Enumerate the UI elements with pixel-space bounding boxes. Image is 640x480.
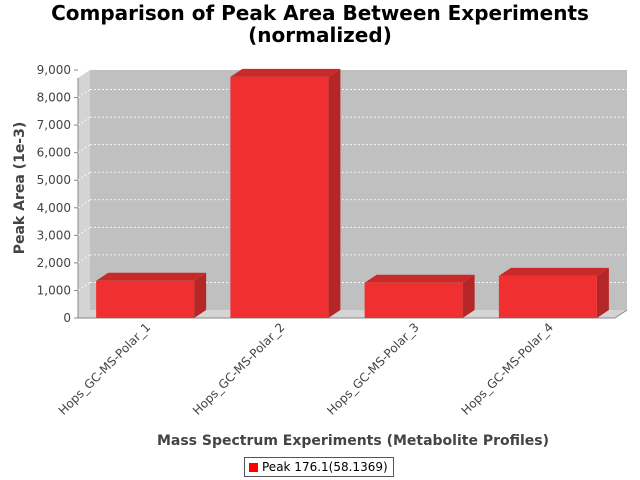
y-tick-label: 7,000	[37, 118, 71, 132]
bar-side	[194, 272, 207, 318]
chart-title: Comparison of Peak Area Between Experime…	[0, 2, 640, 46]
gridline-side	[77, 199, 91, 209]
chart-title-line-2: (normalized)	[248, 23, 392, 47]
gridline-side	[77, 144, 91, 153]
y-tick-label: 4,000	[37, 201, 71, 215]
bar-top	[498, 267, 609, 276]
x-tick-label: Hops_GC-MS-Polar_2	[190, 320, 288, 418]
gridline-side	[77, 171, 91, 181]
x-axis-ticks: Hops_GC-MS-Polar_1 Hops_GC-MS-Polar_2 Hops…	[56, 320, 556, 418]
bar	[96, 280, 195, 318]
x-tick-label: Hops_GC-MS-Polar_4	[458, 320, 556, 418]
bar-top	[230, 68, 341, 77]
gridline-side	[77, 282, 91, 291]
floor-edge	[614, 309, 628, 319]
y-tick-label: 9,000	[37, 63, 71, 77]
y-tick-label: 2,000	[37, 256, 71, 270]
gridline-side	[77, 227, 91, 236]
y-axis-label: Peak Area (1e-3)	[12, 122, 28, 255]
chart-title-line-1: Comparison of Peak Area Between Experime…	[51, 1, 589, 25]
bars	[96, 68, 609, 318]
y-tick-label: 8,000	[37, 91, 71, 105]
gridline-side	[77, 116, 91, 126]
x-tick-label: Hops_GC-MS-Polar_3	[324, 320, 422, 418]
y-tick-label: 5,000	[37, 173, 71, 187]
gridline-side	[77, 254, 91, 264]
y-tick-label: 1,000	[37, 283, 71, 297]
x-axis-label: Mass Spectrum Experiments (Metabolite Pr…	[157, 433, 549, 449]
x-tick-label: Hops_GC-MS-Polar_1	[56, 320, 154, 418]
legend: Peak 176.1(58.1369)	[244, 457, 394, 477]
bar-top	[364, 274, 475, 283]
legend-label: Peak 176.1(58.1369)	[262, 460, 388, 474]
bar-side	[462, 274, 475, 318]
bar-side	[328, 68, 341, 318]
bar-side	[596, 267, 609, 318]
bar	[364, 282, 463, 318]
y-tick-label: 6,000	[37, 146, 71, 160]
y-tick-label: 3,000	[37, 228, 71, 242]
plot-floor	[78, 310, 627, 318]
y-axis-ticks: 0 1,000 2,000 3,000 4,000 5,000 6,000 7,000 8,00…	[37, 63, 78, 325]
bar	[230, 76, 329, 318]
y-tick-label: 0	[63, 311, 71, 325]
gridline-side	[77, 89, 91, 98]
bar-top	[96, 272, 207, 281]
plot-side-wall	[78, 70, 90, 318]
gridline-side	[77, 61, 91, 71]
bar	[498, 275, 597, 318]
legend-swatch	[249, 462, 258, 472]
